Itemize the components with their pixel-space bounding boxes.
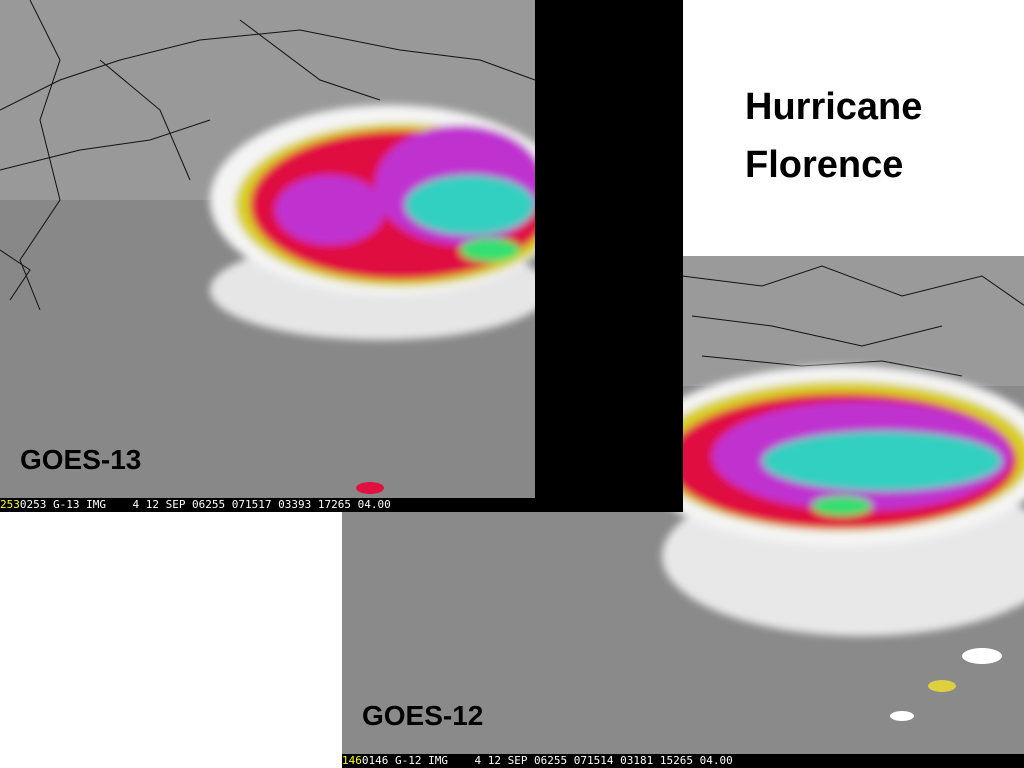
- status-id: 253: [0, 498, 20, 511]
- status-bar: 2530253 G-13 IMG 4 12 SEP 06255 071517 0…: [0, 498, 683, 512]
- satellite-picture: [0, 0, 683, 512]
- status-id: 146: [342, 754, 362, 767]
- image-label: GOES-12: [362, 700, 484, 731]
- image-label: GOES-13: [20, 444, 142, 475]
- satellite-picture: [342, 256, 1024, 768]
- status-bar: 1460146 G-12 IMG 4 12 SEP 06255 071514 0…: [342, 754, 1024, 768]
- slide-title: Hurricane Florence: [745, 86, 923, 186]
- status-text: 0253 G-13 IMG 4 12 SEP 06255 071517 0339…: [19, 498, 391, 511]
- satellite-image-goes13: GOES-13 2530253 G-13 IMG 4 12 SEP 06255 …: [0, 0, 683, 512]
- satellite-image-goes12: GOES-12 1460146 G-12 IMG 4 12 SEP 06255 …: [342, 256, 1024, 768]
- status-text: 0146 G-12 IMG 4 12 SEP 06255 071514 0318…: [361, 754, 733, 767]
